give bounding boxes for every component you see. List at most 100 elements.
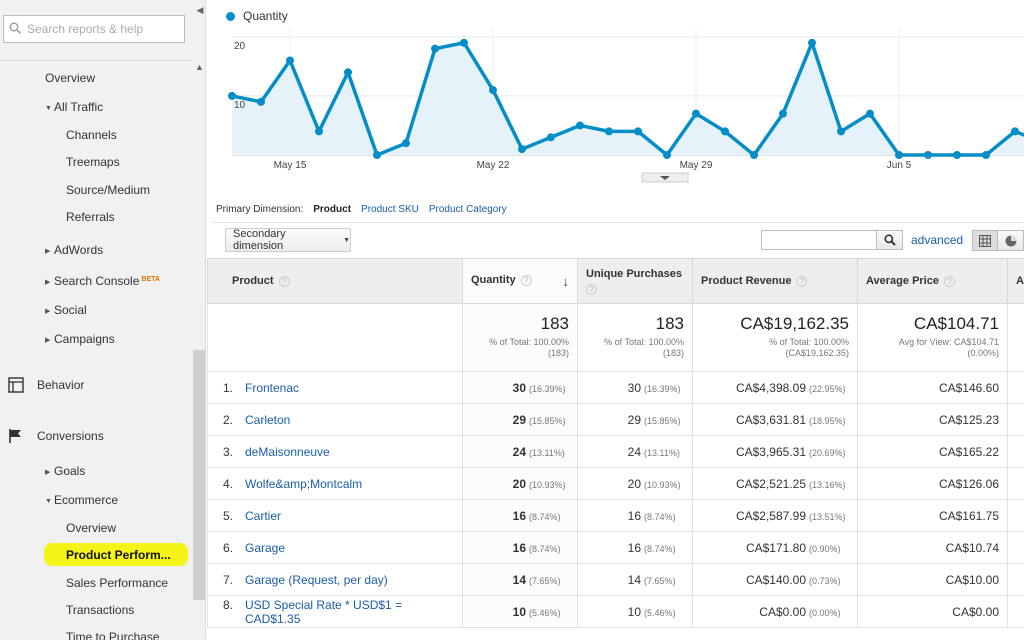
quantity-cell: 16 (8.74%) (462, 531, 578, 564)
data-point[interactable] (663, 151, 671, 159)
sidebar-item-overview[interactable]: Overview (45, 71, 95, 85)
data-point[interactable] (750, 151, 758, 159)
sidebar-item-label: Transactions (66, 603, 135, 617)
unique-purchases-cell: 10 (5.46%) (577, 595, 693, 628)
sidebar-item-campaigns[interactable]: ▶ Campaigns (45, 332, 115, 348)
sidebar-item-product-performance[interactable]: Product Perform... (66, 548, 171, 562)
data-point[interactable] (286, 56, 294, 65)
sidebar-item-goals[interactable]: ▶ Goals (45, 464, 85, 480)
sidebar-item-label: Channels (66, 128, 117, 142)
data-point[interactable] (344, 68, 352, 77)
product-link[interactable]: Wolfe&amp;Montcalm (245, 476, 363, 491)
data-point[interactable] (547, 133, 555, 142)
table-search-button[interactable] (877, 230, 903, 250)
revenue-percent: (20.69%) (809, 447, 846, 458)
sort-descending-icon[interactable]: ↓ (562, 273, 570, 289)
data-point[interactable] (257, 97, 265, 106)
help-icon[interactable]: ? (520, 274, 532, 286)
chart-expand-handle[interactable] (641, 172, 689, 183)
quantity-percent: (8.74%) (529, 543, 561, 554)
data-point[interactable] (808, 38, 816, 47)
sidebar-item-adwords[interactable]: ▶ AdWords (45, 243, 103, 259)
dimension-product-sku[interactable]: Product SKU (361, 204, 419, 215)
data-point[interactable] (1011, 127, 1019, 136)
product-link[interactable]: Frontenac (245, 380, 300, 395)
table-search-input[interactable] (761, 230, 877, 250)
data-point[interactable] (866, 109, 874, 118)
column-header-quantity[interactable]: Quantity? ↓ (462, 258, 578, 304)
data-point[interactable] (518, 145, 526, 154)
sidebar-item-ecommerce[interactable]: ▼ Ecommerce (45, 493, 118, 509)
table-row: 1. Frontenac 30 (16.39%) 30 (16.39%) CA$4,398.… (207, 371, 1024, 404)
data-point[interactable] (924, 151, 932, 159)
sidebar-item-sales-performance[interactable]: Sales Performance (66, 576, 168, 590)
sidebar-item-social[interactable]: ▶ Social (45, 303, 87, 319)
data-point[interactable] (692, 109, 700, 118)
avg-price-value: CA$10.74 (945, 540, 999, 555)
data-point[interactable] (228, 91, 236, 100)
data-point[interactable] (982, 151, 990, 159)
product-link[interactable]: USD Special Rate * USD$1 = CAD$1.35 (245, 597, 403, 626)
column-header-product-revenue[interactable]: Product Revenue? (692, 258, 858, 304)
sidebar-item-source-medium[interactable]: Source/Medium (66, 183, 150, 197)
product-link[interactable]: deMaisonneuve (245, 444, 330, 459)
chart-area (232, 42, 1024, 155)
help-icon[interactable]: ? (796, 276, 808, 287)
sidebar-item-search-console[interactable]: ▶ Search Console BETA (45, 273, 160, 290)
pie-chart-icon (1005, 235, 1016, 246)
x-tick-label: May 22 (477, 160, 510, 171)
quantity-chart[interactable]: May 15 May 22 May 29 Jun 5 20 10 (212, 0, 1024, 195)
dimension-product-category[interactable]: Product Category (428, 204, 507, 215)
revenue-cell: CA$0.00 (0.00%) (692, 595, 858, 628)
sidebar-scrollbar[interactable] (193, 350, 205, 600)
sidebar-item-channels[interactable]: Channels (66, 128, 117, 142)
data-point[interactable] (576, 121, 584, 130)
sidebar-section-behavior[interactable]: Behavior (8, 377, 84, 393)
search-box[interactable] (3, 15, 185, 43)
data-point[interactable] (315, 127, 323, 136)
column-header-truncated[interactable]: Av (1007, 258, 1024, 304)
table-view-button[interactable] (972, 230, 998, 251)
data-point[interactable] (373, 151, 381, 159)
data-point[interactable] (779, 109, 787, 118)
help-icon[interactable]: ? (278, 276, 290, 287)
sidebar-item-all-traffic[interactable]: ▼ All Traffic (45, 100, 103, 116)
help-icon[interactable]: ? (943, 276, 955, 287)
data-point[interactable] (460, 38, 468, 47)
secondary-dimension-dropdown[interactable]: Secondary dimension ▼ (225, 228, 351, 252)
column-header-product[interactable]: Product? (207, 258, 463, 304)
search-input[interactable] (27, 22, 177, 36)
scroll-up-arrow-icon[interactable]: ▲ (195, 62, 204, 72)
sidebar-item-referrals[interactable]: Referrals (66, 210, 115, 224)
collapse-sidebar-icon[interactable]: ◀ (196, 5, 204, 15)
sidebar-item-treemaps[interactable]: Treemaps (66, 155, 120, 169)
column-header-unique-purchases[interactable]: Unique Purchases? (577, 258, 693, 304)
dimension-product[interactable]: Product (313, 204, 352, 215)
legend-dot-icon (226, 11, 235, 21)
data-point[interactable] (953, 151, 961, 159)
avg-price-cell: CA$146.60 (857, 371, 1008, 404)
sidebar-item-ecommerce-overview[interactable]: Overview (66, 521, 116, 535)
sidebar-item-label: Sales Performance (66, 576, 169, 590)
product-link[interactable]: Carleton (245, 412, 291, 427)
sidebar-section-conversions[interactable]: Conversions (8, 428, 104, 444)
data-point[interactable] (605, 127, 613, 136)
data-point[interactable] (431, 44, 439, 53)
data-point[interactable] (489, 86, 497, 95)
data-point[interactable] (895, 151, 903, 159)
sidebar-item-transactions[interactable]: Transactions (66, 603, 134, 617)
data-point[interactable] (634, 127, 642, 136)
product-link[interactable]: Garage (245, 540, 286, 555)
data-point[interactable] (721, 127, 729, 136)
column-header-average-price[interactable]: Average Price? (857, 258, 1008, 304)
quantity-value: 29 (512, 412, 526, 427)
product-link[interactable]: Cartier (245, 508, 282, 523)
help-icon[interactable]: ? (586, 284, 597, 295)
data-point[interactable] (837, 127, 845, 136)
sidebar-item-time-to-purchase[interactable]: Time to Purchase (66, 630, 160, 640)
pie-view-button[interactable] (998, 230, 1024, 251)
advanced-filter-link[interactable]: advanced (911, 233, 964, 247)
product-link[interactable]: Garage (Request, per day) (245, 572, 388, 587)
data-point[interactable] (402, 139, 410, 148)
header-label: Average Price (866, 275, 939, 287)
